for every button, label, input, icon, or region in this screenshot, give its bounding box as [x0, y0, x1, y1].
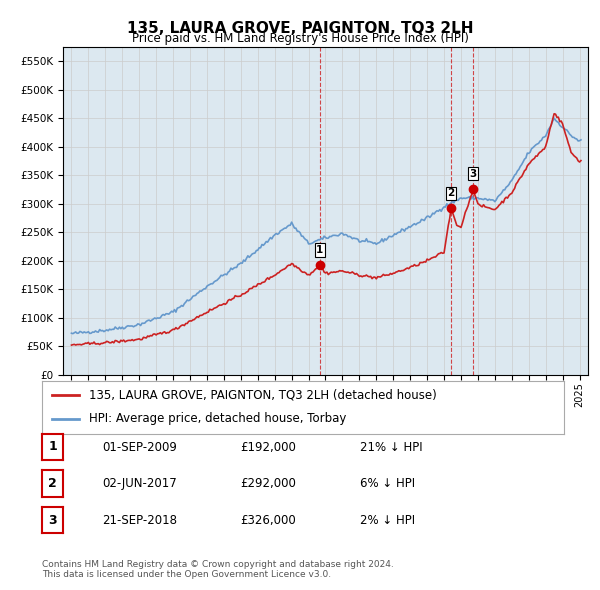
- Text: 2: 2: [448, 188, 455, 198]
- Text: 21% ↓ HPI: 21% ↓ HPI: [360, 441, 422, 454]
- Text: Contains HM Land Registry data © Crown copyright and database right 2024.
This d: Contains HM Land Registry data © Crown c…: [42, 560, 394, 579]
- Text: 135, LAURA GROVE, PAIGNTON, TQ3 2LH (detached house): 135, LAURA GROVE, PAIGNTON, TQ3 2LH (det…: [89, 389, 437, 402]
- Text: 3: 3: [470, 169, 477, 179]
- Text: 1: 1: [48, 440, 57, 454]
- Text: £326,000: £326,000: [240, 514, 296, 527]
- Text: 1: 1: [316, 245, 323, 255]
- Text: 01-SEP-2009: 01-SEP-2009: [102, 441, 177, 454]
- Text: Price paid vs. HM Land Registry's House Price Index (HPI): Price paid vs. HM Land Registry's House …: [131, 32, 469, 45]
- Text: 135, LAURA GROVE, PAIGNTON, TQ3 2LH: 135, LAURA GROVE, PAIGNTON, TQ3 2LH: [127, 21, 473, 35]
- Text: HPI: Average price, detached house, Torbay: HPI: Average price, detached house, Torb…: [89, 412, 346, 425]
- Text: 02-JUN-2017: 02-JUN-2017: [102, 477, 177, 490]
- Text: 2: 2: [48, 477, 57, 490]
- Text: 21-SEP-2018: 21-SEP-2018: [102, 514, 177, 527]
- Text: 3: 3: [48, 513, 57, 527]
- Text: £192,000: £192,000: [240, 441, 296, 454]
- Text: £292,000: £292,000: [240, 477, 296, 490]
- Text: 6% ↓ HPI: 6% ↓ HPI: [360, 477, 415, 490]
- Text: 2% ↓ HPI: 2% ↓ HPI: [360, 514, 415, 527]
